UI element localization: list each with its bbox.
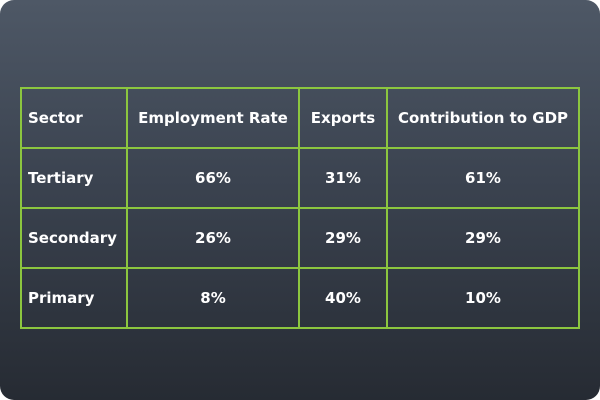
table-row: Secondary 26% 29% 29% [20,207,580,269]
column-header-employment-rate: Employment Rate [126,87,300,149]
row-label-tertiary: Tertiary [20,147,128,209]
table-cell: 26% [126,207,300,269]
data-table: Sector Employment Rate Exports Contribut… [20,87,580,329]
row-label-secondary: Secondary [20,207,128,269]
header-row: Sector Employment Rate Exports Contribut… [20,87,580,149]
column-header-contribution-to-gdp: Contribution to GDP [386,87,580,149]
table-cell: 61% [386,147,580,209]
table-cell: 31% [298,147,388,209]
table-cell: 10% [386,267,580,329]
table-cell: 40% [298,267,388,329]
column-header-exports: Exports [298,87,388,149]
table-row: Primary 8% 40% 10% [20,267,580,329]
table-cell: 29% [386,207,580,269]
column-header-sector: Sector [20,87,128,149]
table-cell: 29% [298,207,388,269]
table-row: Tertiary 66% 31% 61% [20,147,580,209]
table-cell: 66% [126,147,300,209]
row-label-primary: Primary [20,267,128,329]
table-cell: 8% [126,267,300,329]
